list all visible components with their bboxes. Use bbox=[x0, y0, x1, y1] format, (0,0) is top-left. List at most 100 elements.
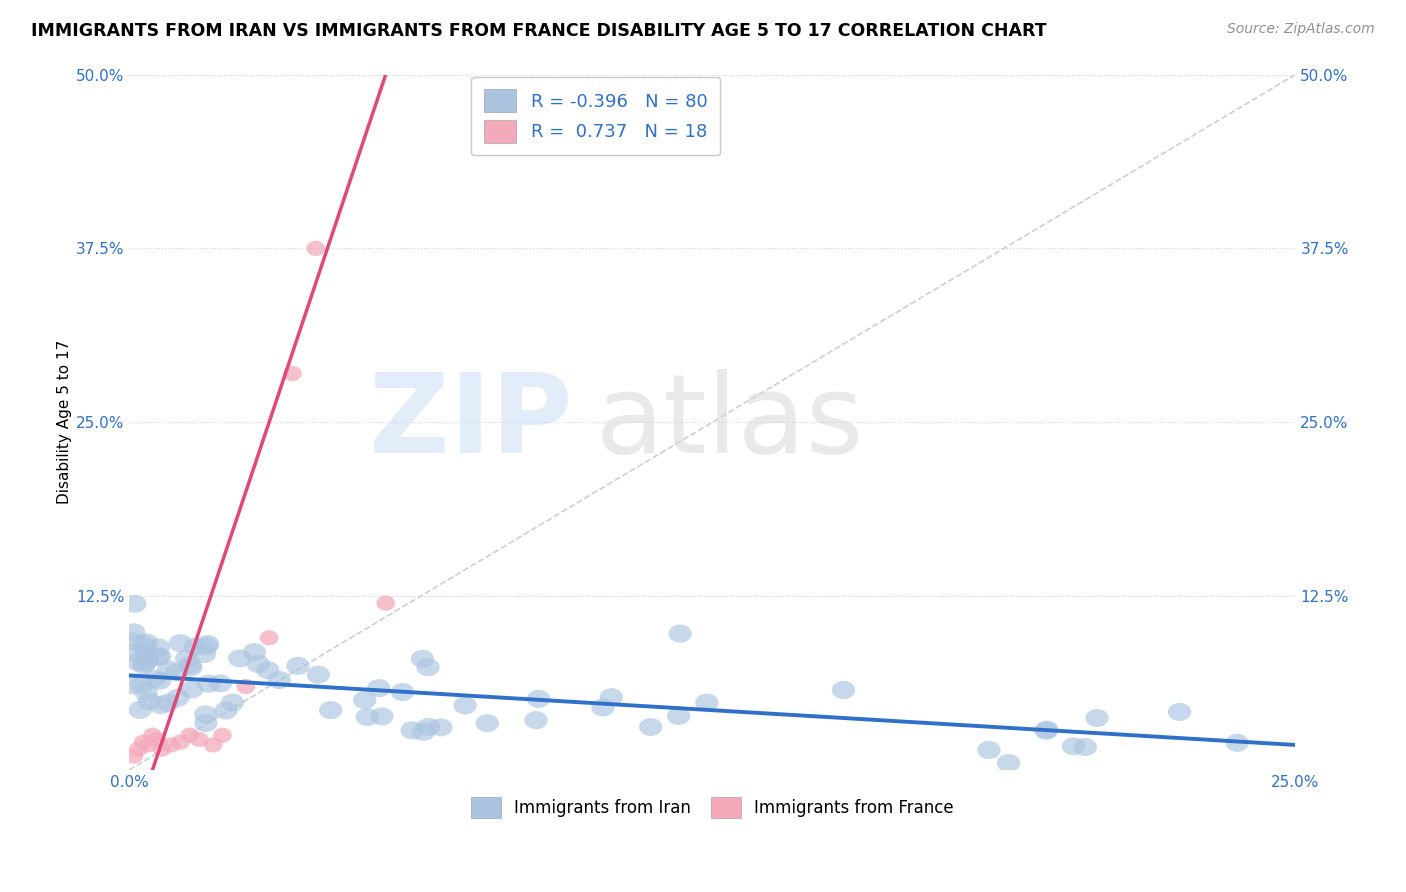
Ellipse shape bbox=[592, 698, 614, 716]
Ellipse shape bbox=[169, 634, 193, 652]
Ellipse shape bbox=[246, 655, 270, 673]
Ellipse shape bbox=[165, 664, 188, 681]
Ellipse shape bbox=[138, 692, 160, 710]
Ellipse shape bbox=[267, 671, 291, 689]
Ellipse shape bbox=[135, 642, 157, 660]
Text: ZIP: ZIP bbox=[368, 368, 572, 475]
Ellipse shape bbox=[197, 674, 221, 693]
Ellipse shape bbox=[148, 731, 166, 747]
Ellipse shape bbox=[367, 679, 391, 698]
Ellipse shape bbox=[149, 696, 172, 714]
Text: Source: ZipAtlas.com: Source: ZipAtlas.com bbox=[1227, 22, 1375, 37]
Ellipse shape bbox=[1085, 709, 1109, 727]
Ellipse shape bbox=[401, 722, 423, 739]
Ellipse shape bbox=[260, 631, 278, 646]
Ellipse shape bbox=[1035, 722, 1057, 739]
Ellipse shape bbox=[152, 741, 172, 756]
Ellipse shape bbox=[146, 648, 170, 665]
Ellipse shape bbox=[377, 596, 395, 611]
Ellipse shape bbox=[997, 754, 1021, 772]
Ellipse shape bbox=[179, 656, 201, 674]
Ellipse shape bbox=[475, 714, 499, 732]
Ellipse shape bbox=[148, 648, 172, 665]
Ellipse shape bbox=[184, 638, 207, 656]
Ellipse shape bbox=[283, 366, 302, 381]
Y-axis label: Disability Age 5 to 17: Disability Age 5 to 17 bbox=[58, 340, 72, 504]
Ellipse shape bbox=[1062, 738, 1085, 756]
Ellipse shape bbox=[696, 694, 718, 712]
Ellipse shape bbox=[180, 728, 200, 743]
Ellipse shape bbox=[190, 731, 208, 747]
Ellipse shape bbox=[172, 734, 190, 750]
Ellipse shape bbox=[640, 718, 662, 736]
Ellipse shape bbox=[1035, 721, 1059, 739]
Ellipse shape bbox=[416, 718, 440, 736]
Ellipse shape bbox=[524, 711, 548, 729]
Ellipse shape bbox=[179, 658, 202, 676]
Ellipse shape bbox=[307, 241, 325, 256]
Ellipse shape bbox=[125, 748, 143, 764]
Ellipse shape bbox=[1074, 738, 1097, 756]
Ellipse shape bbox=[193, 645, 217, 663]
Ellipse shape bbox=[194, 637, 218, 656]
Ellipse shape bbox=[256, 661, 280, 680]
Ellipse shape bbox=[138, 738, 157, 753]
Ellipse shape bbox=[132, 657, 155, 674]
Ellipse shape bbox=[162, 738, 180, 753]
Ellipse shape bbox=[194, 706, 218, 723]
Ellipse shape bbox=[124, 595, 146, 613]
Ellipse shape bbox=[204, 738, 222, 753]
Ellipse shape bbox=[429, 718, 453, 737]
Ellipse shape bbox=[319, 701, 343, 719]
Ellipse shape bbox=[157, 660, 180, 679]
Ellipse shape bbox=[143, 728, 162, 743]
Ellipse shape bbox=[142, 670, 166, 688]
Ellipse shape bbox=[122, 676, 145, 695]
Ellipse shape bbox=[454, 697, 477, 714]
Ellipse shape bbox=[287, 657, 309, 675]
Ellipse shape bbox=[135, 683, 157, 701]
Ellipse shape bbox=[412, 723, 434, 741]
Ellipse shape bbox=[236, 679, 254, 694]
Ellipse shape bbox=[356, 708, 380, 726]
Ellipse shape bbox=[131, 675, 153, 694]
Ellipse shape bbox=[1226, 734, 1249, 752]
Text: atlas: atlas bbox=[596, 368, 865, 475]
Ellipse shape bbox=[214, 728, 232, 743]
Ellipse shape bbox=[208, 674, 232, 692]
Ellipse shape bbox=[156, 694, 179, 712]
Ellipse shape bbox=[128, 701, 152, 719]
Ellipse shape bbox=[129, 741, 148, 756]
Ellipse shape bbox=[174, 649, 198, 667]
Ellipse shape bbox=[370, 707, 394, 725]
Legend: Immigrants from Iran, Immigrants from France: Immigrants from Iran, Immigrants from Fr… bbox=[464, 790, 960, 824]
Ellipse shape bbox=[221, 693, 245, 712]
Ellipse shape bbox=[832, 681, 855, 699]
Ellipse shape bbox=[977, 741, 1001, 759]
Ellipse shape bbox=[194, 714, 218, 732]
Ellipse shape bbox=[214, 701, 238, 720]
Ellipse shape bbox=[666, 706, 690, 725]
Ellipse shape bbox=[166, 689, 190, 706]
Ellipse shape bbox=[122, 644, 146, 662]
Ellipse shape bbox=[243, 643, 266, 661]
Ellipse shape bbox=[146, 638, 170, 657]
Ellipse shape bbox=[134, 734, 152, 750]
Ellipse shape bbox=[136, 651, 159, 669]
Ellipse shape bbox=[527, 690, 550, 708]
Ellipse shape bbox=[668, 624, 692, 642]
Ellipse shape bbox=[1168, 703, 1191, 721]
Ellipse shape bbox=[416, 658, 440, 676]
Text: IMMIGRANTS FROM IRAN VS IMMIGRANTS FROM FRANCE DISABILITY AGE 5 TO 17 CORRELATIO: IMMIGRANTS FROM IRAN VS IMMIGRANTS FROM … bbox=[31, 22, 1046, 40]
Ellipse shape bbox=[391, 683, 415, 701]
Ellipse shape bbox=[307, 665, 330, 684]
Ellipse shape bbox=[195, 635, 219, 653]
Ellipse shape bbox=[127, 653, 149, 671]
Ellipse shape bbox=[148, 672, 172, 690]
Ellipse shape bbox=[600, 688, 623, 706]
Ellipse shape bbox=[134, 654, 156, 673]
Ellipse shape bbox=[132, 636, 155, 654]
Ellipse shape bbox=[180, 681, 204, 698]
Ellipse shape bbox=[228, 649, 252, 667]
Ellipse shape bbox=[122, 624, 145, 641]
